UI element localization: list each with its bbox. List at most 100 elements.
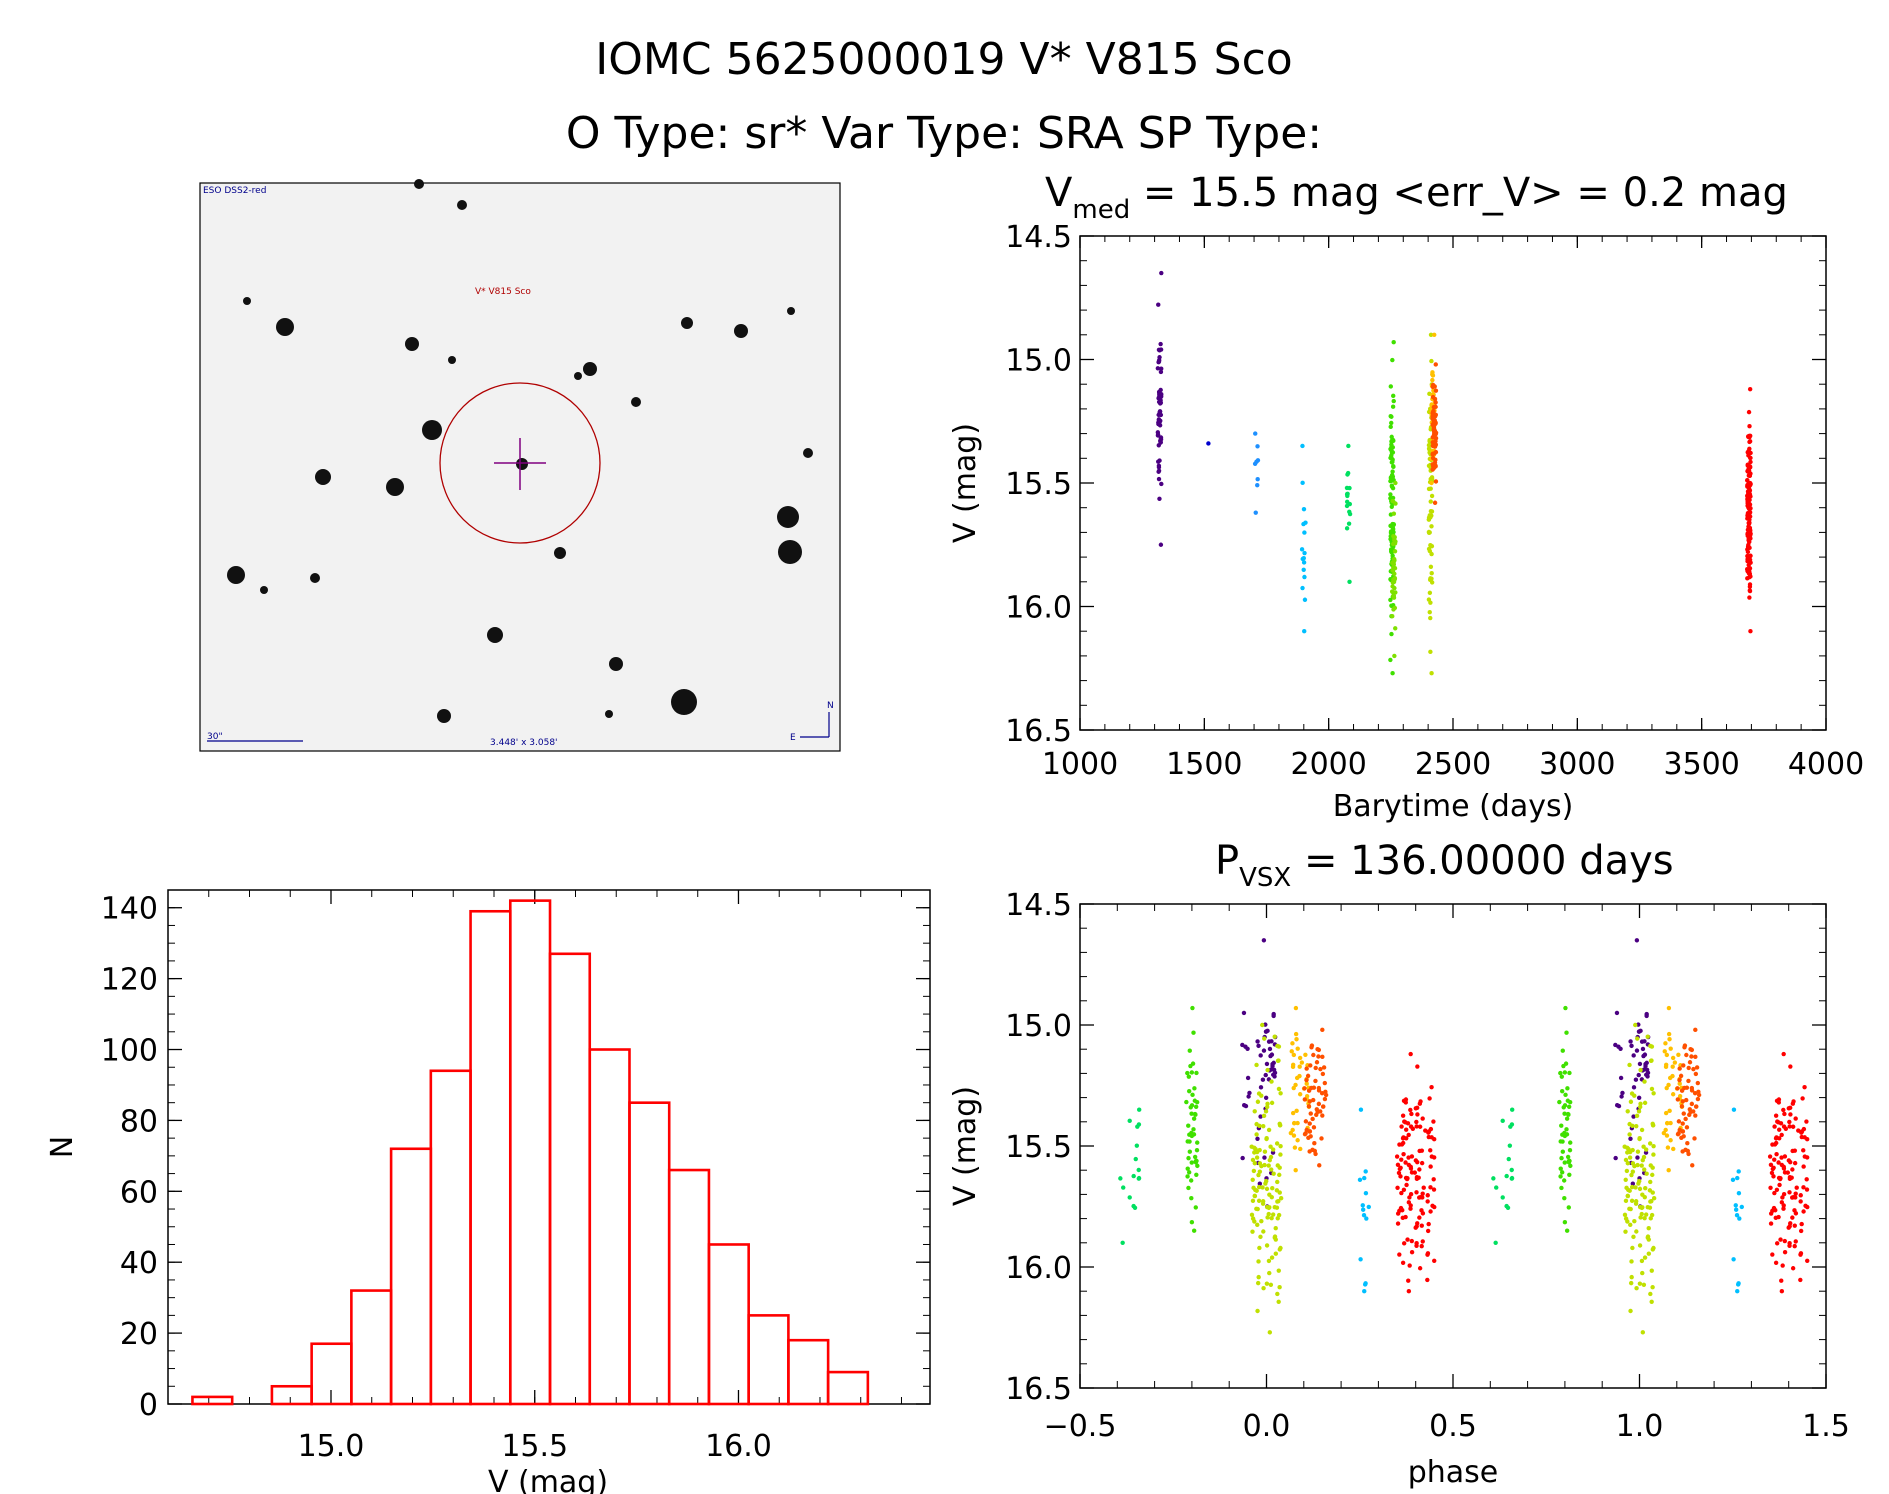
ph-point (1773, 1260, 1779, 1265)
ph-point (1304, 1081, 1309, 1086)
ph-point (1254, 1155, 1260, 1160)
lc-point (1393, 501, 1398, 506)
ph-point (1779, 1289, 1785, 1294)
ph-point (1636, 1109, 1642, 1114)
ph-point (1638, 1215, 1643, 1220)
ph-point (1310, 1116, 1315, 1122)
ph-point (1186, 1088, 1192, 1094)
lc-ytick-label: 15.5 (1005, 467, 1072, 502)
ph-point (1254, 1132, 1259, 1137)
lc-point (1429, 493, 1435, 499)
ph-point (1395, 1162, 1401, 1167)
ph-point (1787, 1243, 1792, 1248)
ph-point (1250, 1229, 1255, 1234)
ph-point (1396, 1170, 1402, 1176)
ph-point (1278, 1196, 1284, 1201)
ph-point (1736, 1281, 1741, 1286)
lc-point (1429, 475, 1435, 480)
lc-point (1302, 574, 1307, 580)
histogram-ticks: 15.0 15.5 16.0 0 20 40 60 80 100 120 140 (101, 890, 930, 1464)
lc-xtick-label: 4000 (1788, 747, 1864, 782)
ph-point (1686, 1065, 1691, 1071)
ph-point (1623, 1229, 1628, 1234)
ph-point (1258, 1085, 1264, 1090)
star-18 (437, 709, 451, 723)
lc-point (1426, 597, 1432, 602)
ph-point (1559, 1185, 1564, 1191)
lc-point (1746, 544, 1751, 549)
ph-point (1276, 1058, 1281, 1063)
lc-ytick-label: 16.5 (1005, 714, 1072, 749)
ph-point (1190, 1092, 1195, 1098)
lc-xtick-label: 2500 (1415, 747, 1491, 782)
ph-point (1413, 1225, 1418, 1230)
lc-point (1347, 579, 1352, 584)
ph-point (1631, 1234, 1636, 1240)
ph-point (1780, 1195, 1785, 1200)
ph-point (1676, 1119, 1682, 1124)
light-curve-chart: Vmed = 15.5 mag <err_V> = 0.2 mag 1000 15… (948, 170, 1864, 824)
lc-point (1428, 649, 1433, 655)
figure-subtitle: O Type: sr* Var Type: SRA SP Type: (566, 108, 1322, 159)
lc-point (1159, 366, 1164, 371)
lc-point (1389, 603, 1394, 609)
ph-point (1266, 1211, 1271, 1217)
ph-point (1507, 1143, 1513, 1148)
lc-point (1344, 526, 1350, 531)
lc-ytick-label: 16.0 (1005, 591, 1072, 626)
ph-point (1269, 1255, 1275, 1260)
ph-point (1278, 1143, 1283, 1149)
ph-point (1790, 1148, 1795, 1154)
ph-point (1798, 1252, 1803, 1257)
lc-point (1392, 576, 1398, 581)
ph-point (1415, 1112, 1420, 1117)
ph-point (1677, 1077, 1682, 1083)
ph-point (1733, 1203, 1738, 1208)
ph-point (1398, 1174, 1403, 1179)
lc-point (1390, 670, 1395, 676)
ph-point (1313, 1078, 1318, 1084)
ph-point (1628, 1099, 1634, 1104)
lc-point (1391, 393, 1396, 399)
lc-point (1389, 631, 1394, 637)
ph-point (1623, 1216, 1629, 1221)
ph-point (1260, 1022, 1265, 1028)
ph-point (1779, 1278, 1784, 1283)
ph-point (1297, 1064, 1302, 1069)
ph-point (1409, 1170, 1415, 1175)
ph-point (1693, 1113, 1698, 1118)
hist-ytick-label: 20 (120, 1317, 158, 1352)
ph-point (1666, 1005, 1672, 1011)
ph-point (1675, 1097, 1681, 1102)
histogram-ylabel: N (45, 1136, 80, 1158)
ph-point (1643, 1147, 1649, 1152)
ph-point (1491, 1176, 1496, 1181)
lc-point (1426, 442, 1432, 448)
ph-point (1561, 1178, 1567, 1183)
ph-point (1312, 1141, 1317, 1146)
ph-point (1781, 1206, 1786, 1211)
ph-point (1312, 1148, 1318, 1154)
ph-point (1799, 1134, 1804, 1140)
lc-point (1746, 505, 1752, 510)
lc-point (1745, 576, 1750, 581)
ph-point (1560, 1149, 1566, 1154)
lc-point (1388, 529, 1394, 534)
ph-point (1634, 1123, 1639, 1129)
phase-curve-ylabel: V (mag) (948, 1086, 983, 1206)
ph-point (1295, 1046, 1300, 1051)
ph-point (1265, 1067, 1270, 1073)
ph-point (1261, 938, 1267, 943)
ph-point (1262, 1149, 1268, 1154)
ph-point (1188, 1178, 1194, 1183)
ph-point (1627, 1062, 1632, 1068)
ph-point (1425, 1277, 1430, 1283)
ph-point (1189, 1160, 1194, 1165)
ph-point (1261, 1229, 1266, 1234)
ph-point (1685, 1141, 1690, 1146)
ph-point (1189, 1130, 1194, 1136)
ph-point (1267, 1330, 1273, 1335)
lc-point (1748, 459, 1753, 465)
lc-point (1747, 434, 1752, 440)
hist-bar (350, 1289, 393, 1406)
